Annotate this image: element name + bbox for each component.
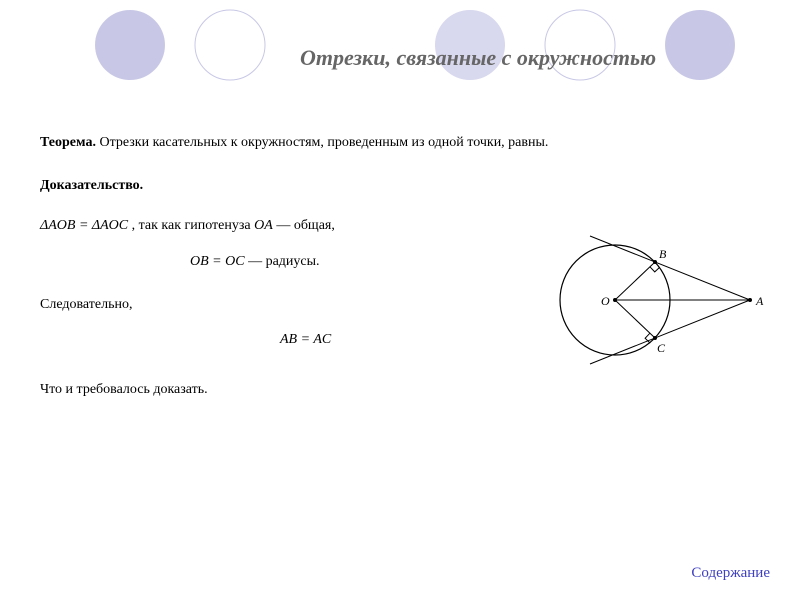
page-title: Отрезки, связанные с окружностью	[300, 45, 656, 71]
svg-text:A: A	[755, 294, 764, 308]
theorem-label: Теорема.	[40, 135, 96, 150]
theorem-text: Отрезки касательных к окружностям, прове…	[96, 135, 548, 150]
proof-label: Доказательство.	[40, 173, 760, 198]
theorem-line: Теорема. Отрезки касательных к окружност…	[40, 130, 760, 155]
contents-link[interactable]: Содержание	[691, 565, 770, 582]
svg-text:B: B	[659, 247, 667, 261]
svg-text:C: C	[657, 341, 666, 355]
geometry-diagram: O A B C	[530, 200, 780, 400]
svg-text:O: O	[601, 294, 610, 308]
